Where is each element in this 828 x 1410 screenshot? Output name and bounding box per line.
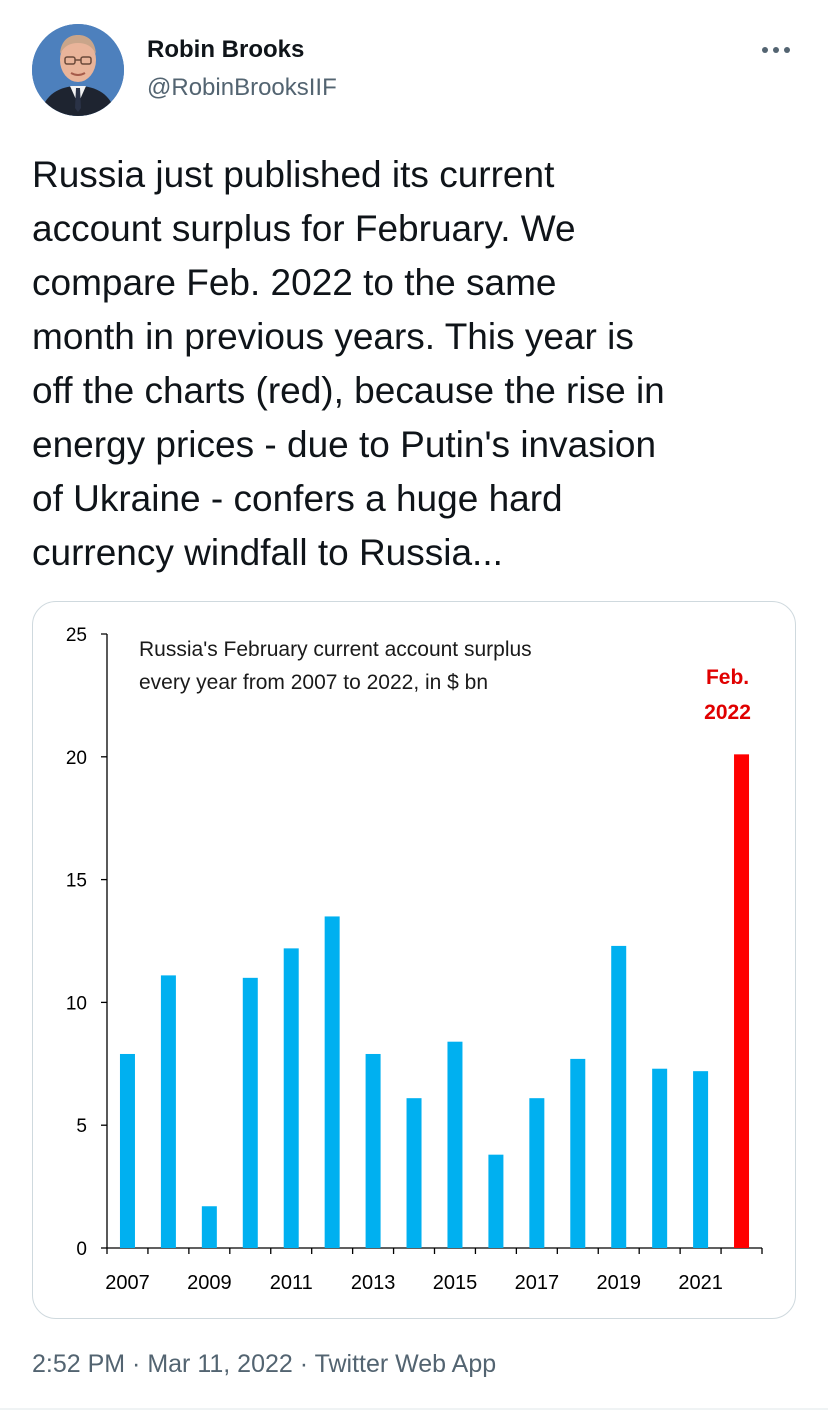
y-tick-label: 10	[66, 993, 87, 1014]
tweet-header: Robin Brooks @RobinBrooksIIF	[32, 24, 796, 118]
bar-2013	[365, 1053, 381, 1248]
bar-2019	[611, 945, 627, 1248]
y-tick-label: 0	[76, 1239, 87, 1260]
bar-2017	[529, 1098, 545, 1248]
tweet-source-app[interactable]: Twitter Web App	[314, 1350, 497, 1378]
bar-2008	[160, 975, 176, 1248]
chart-labels: 0 5 10 15 20 25 2007 2009 2011 2013 2015 2017 2019 20…	[66, 625, 751, 1294]
y-tick-label: 20	[66, 748, 87, 769]
chart-title-line: every year from 2007 to 2022, in $ bn	[139, 671, 488, 694]
y-tick-label: 15	[66, 871, 87, 892]
x-tick-label: 2021	[678, 1272, 723, 1294]
bar-2022	[734, 754, 750, 1248]
bar-chart: 0 5 10 15 20 25 2007 2009 2011 2013 2015 2017 2019 20…	[66, 625, 763, 1294]
y-tick-label: 5	[76, 1116, 87, 1137]
meta-separator: ·	[125, 1350, 148, 1378]
bar-2016	[488, 1154, 504, 1248]
author-handle[interactable]: @RobinBrooksIIF	[147, 74, 337, 101]
author-name[interactable]: Robin Brooks	[147, 36, 305, 63]
more-options-button[interactable]	[756, 30, 796, 70]
chart-title-line: Russia's February current account surplu…	[139, 638, 532, 661]
bar-2012	[324, 916, 340, 1248]
divider	[0, 1408, 828, 1410]
chart-annotation-line: Feb.	[706, 666, 749, 689]
x-tick-label: 2015	[433, 1272, 478, 1294]
tweet-meta: 2:52 PM · Mar 11, 2022 · Twitter Web App	[32, 1350, 496, 1379]
x-tick-label: 2017	[515, 1272, 560, 1294]
x-tick-label: 2009	[187, 1272, 232, 1294]
bar-2020	[652, 1068, 668, 1248]
avatar-photo	[32, 24, 124, 116]
bar-2009	[201, 1206, 217, 1248]
tweet-image-chart[interactable]: 0 5 10 15 20 25 2007 2009 2011 2013 2015 2017 2019 20…	[32, 601, 796, 1319]
bar-2015	[447, 1041, 463, 1248]
tweet-text: Russia just published its current accoun…	[32, 154, 665, 573]
x-tick-label: 2007	[105, 1272, 150, 1294]
bar-2021	[693, 1071, 709, 1248]
tweet-time[interactable]: 2:52 PM	[32, 1350, 126, 1378]
x-tick-label: 2011	[270, 1272, 313, 1294]
x-tick-label: 2019	[596, 1272, 641, 1294]
meta-separator: ·	[292, 1350, 315, 1378]
avatar[interactable]	[32, 24, 124, 116]
bar-2018	[570, 1058, 586, 1248]
y-tick-label: 25	[66, 625, 87, 646]
bar-2010	[242, 977, 258, 1248]
bar-2007	[119, 1053, 135, 1248]
bar-2011	[283, 948, 299, 1248]
bar-2014	[406, 1098, 422, 1248]
chart-annotation-line: 2022	[704, 701, 751, 724]
chart-bars	[119, 754, 750, 1248]
more-horizontal-icon	[762, 47, 790, 53]
x-tick-label: 2013	[351, 1272, 396, 1294]
tweet-date[interactable]: Mar 11, 2022	[147, 1350, 293, 1378]
